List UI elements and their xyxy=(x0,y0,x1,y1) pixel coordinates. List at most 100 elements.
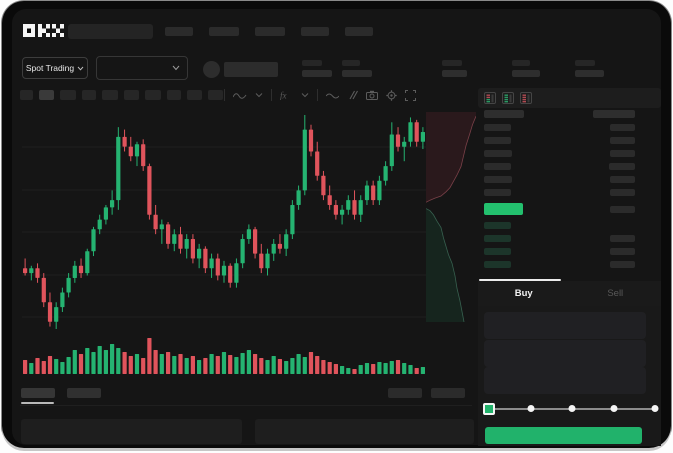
slider-stop[interactable] xyxy=(568,405,576,412)
book-amount-placeholder xyxy=(610,124,635,131)
settings-icon[interactable] xyxy=(386,89,397,101)
divider xyxy=(317,89,318,101)
timeframe-button[interactable] xyxy=(167,90,181,100)
indicators-icon[interactable]: fx xyxy=(280,90,293,101)
market-type-dropdown[interactable]: Spot Trading xyxy=(22,57,88,79)
book-amount-placeholder xyxy=(610,150,635,157)
book-amount-placeholder xyxy=(609,163,635,170)
line-style-icon[interactable] xyxy=(233,90,247,100)
ask-row[interactable] xyxy=(478,189,661,196)
book-price-placeholder xyxy=(484,137,511,144)
order-form-tabs: Buy Sell xyxy=(478,281,661,306)
bottom-tab-placeholder[interactable] xyxy=(21,388,55,398)
bid-row[interactable] xyxy=(478,222,661,229)
timeframe-button[interactable] xyxy=(102,90,118,100)
timeframe-button[interactable] xyxy=(145,90,161,100)
search-bar[interactable] xyxy=(68,24,153,39)
ticker-stat xyxy=(512,60,540,77)
ticker-stat xyxy=(442,60,467,77)
slider-handle[interactable] xyxy=(483,403,495,415)
chart-toolbar: fx xyxy=(224,88,416,102)
ask-row[interactable] xyxy=(478,176,661,183)
book-price-placeholder xyxy=(484,124,511,131)
timeframe-button[interactable] xyxy=(124,90,139,100)
stat-value-placeholder xyxy=(512,70,540,77)
timeframe-button[interactable] xyxy=(60,90,76,100)
stat-value-placeholder xyxy=(342,70,372,77)
ticker-stat xyxy=(342,60,372,77)
bottom-tabs xyxy=(21,388,101,398)
candlestick-chart[interactable] xyxy=(22,112,426,334)
book-price-placeholder xyxy=(484,222,511,229)
amount-slider[interactable] xyxy=(483,402,659,416)
orders-panel-right xyxy=(255,419,474,444)
book-amount-placeholder xyxy=(593,110,635,118)
bottom-action-placeholder[interactable] xyxy=(388,388,422,398)
ticker-stat xyxy=(302,60,332,77)
tab-buy[interactable]: Buy xyxy=(514,288,533,299)
svg-text:fx: fx xyxy=(280,91,287,101)
last-price-row[interactable] xyxy=(478,203,661,215)
caret-down-icon[interactable] xyxy=(255,92,263,98)
pair-select-dropdown[interactable] xyxy=(96,56,188,80)
nav-item-placeholder[interactable] xyxy=(301,27,329,36)
book-bids-icon[interactable] xyxy=(502,92,514,104)
timeframe-button[interactable] xyxy=(82,90,96,100)
book-price-placeholder xyxy=(484,110,524,118)
book-price-placeholder xyxy=(484,189,511,196)
wave-icon[interactable] xyxy=(326,90,339,100)
depth-chart-overlay xyxy=(426,112,476,322)
book-amount-placeholder xyxy=(610,235,635,242)
nav-item-placeholder[interactable] xyxy=(165,27,193,36)
slider-stop[interactable] xyxy=(651,405,659,412)
orderbook-header xyxy=(478,88,661,108)
timeframe-button[interactable] xyxy=(208,90,223,100)
ask-row[interactable] xyxy=(478,150,661,157)
stat-value-placeholder xyxy=(575,70,604,77)
order-form-input[interactable] xyxy=(484,312,646,339)
bid-row[interactable] xyxy=(478,261,661,268)
book-asks-icon[interactable] xyxy=(520,92,532,104)
bid-row[interactable] xyxy=(478,248,661,255)
chevron-down-icon xyxy=(77,66,84,71)
top-nav xyxy=(165,27,373,36)
pair-name-placeholder xyxy=(224,62,278,77)
submit-buy-button[interactable] xyxy=(485,427,642,444)
nav-item-placeholder[interactable] xyxy=(255,27,285,36)
divider xyxy=(224,89,225,101)
timeframe-button[interactable] xyxy=(39,90,54,100)
compare-icon[interactable] xyxy=(347,90,358,100)
bottom-tab-actions xyxy=(388,388,465,398)
bottom-action-placeholder[interactable] xyxy=(431,388,465,398)
timeframe-button[interactable] xyxy=(20,90,33,100)
orderbook xyxy=(478,110,661,274)
ask-row[interactable] xyxy=(478,124,661,131)
book-price-placeholder xyxy=(484,248,511,255)
timeframe-selector xyxy=(20,90,223,100)
nav-item-placeholder[interactable] xyxy=(345,27,373,36)
book-amount-placeholder xyxy=(610,248,635,255)
slider-stop[interactable] xyxy=(527,405,534,412)
divider xyxy=(20,405,472,406)
bid-row[interactable] xyxy=(478,235,661,242)
stat-value-placeholder xyxy=(442,70,467,77)
tab-sell[interactable]: Sell xyxy=(607,288,624,299)
ask-row[interactable] xyxy=(478,137,661,144)
camera-icon[interactable] xyxy=(366,90,378,100)
fullscreen-icon[interactable] xyxy=(405,89,416,101)
slider-stop[interactable] xyxy=(610,405,617,412)
caret-down-icon[interactable] xyxy=(301,92,309,98)
pair-coin-icon xyxy=(203,61,220,78)
divider xyxy=(271,89,272,101)
order-form-input[interactable] xyxy=(484,367,646,394)
book-price-placeholder xyxy=(484,235,511,242)
bottom-tab-placeholder[interactable] xyxy=(67,388,101,398)
book-column-headers[interactable] xyxy=(478,110,661,118)
book-both-icon[interactable] xyxy=(484,92,496,104)
nav-item-placeholder[interactable] xyxy=(209,27,239,36)
timeframe-button[interactable] xyxy=(187,90,202,100)
ask-row[interactable] xyxy=(478,163,661,170)
chevron-down-icon xyxy=(172,65,180,71)
stat-label-placeholder xyxy=(575,60,595,66)
order-form-input[interactable] xyxy=(484,340,646,367)
